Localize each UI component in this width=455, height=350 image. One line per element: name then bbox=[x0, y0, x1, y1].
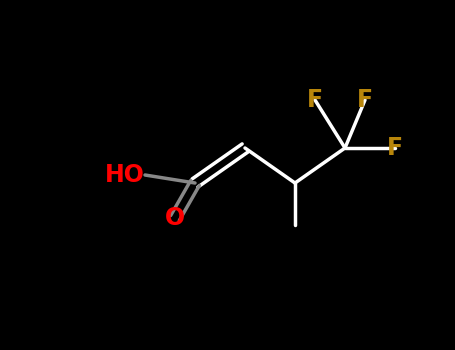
Text: F: F bbox=[357, 88, 373, 112]
Text: HO: HO bbox=[105, 163, 145, 187]
Text: O: O bbox=[165, 206, 185, 230]
Text: F: F bbox=[387, 136, 403, 160]
Text: F: F bbox=[307, 88, 323, 112]
